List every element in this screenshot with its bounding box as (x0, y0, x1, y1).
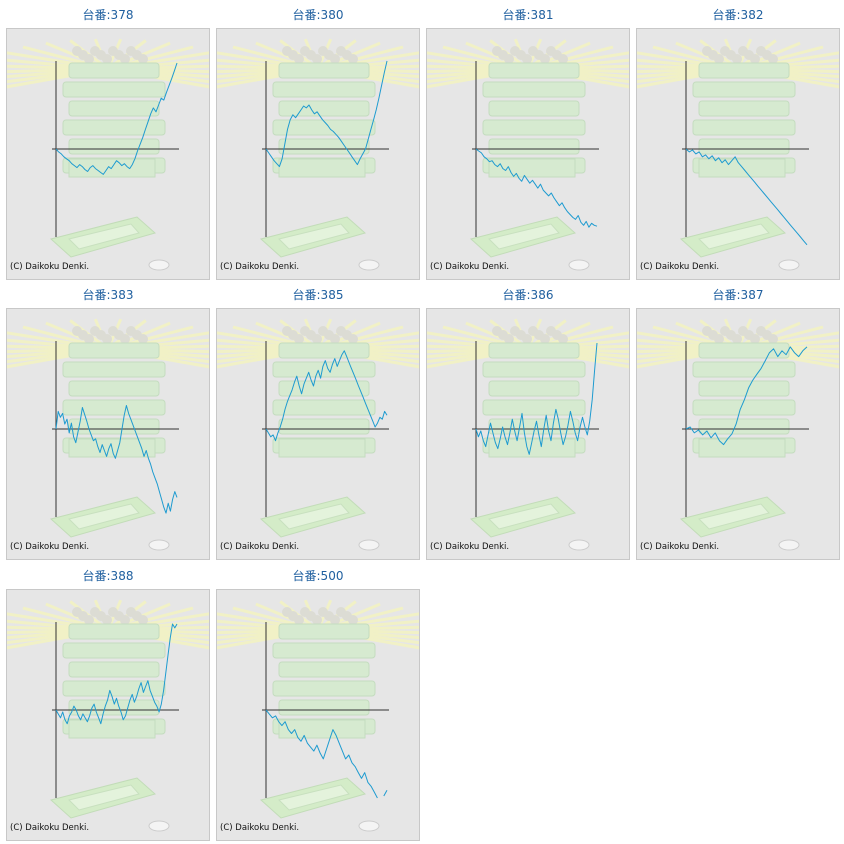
chart-panel: (C) Daikoku Denki. (216, 28, 420, 280)
background-illustration (217, 38, 419, 271)
chart-cell: 台番:381 (C) Daikoku Denki. (426, 4, 630, 280)
background-illustration (637, 318, 839, 551)
chart-cell: 台番:380 (C) Daikoku Denki. (216, 4, 420, 280)
chart-title[interactable]: 台番:385 (292, 288, 344, 302)
background-illustration (7, 599, 209, 832)
series-line (55, 405, 178, 514)
chart-cell: 台番:388 (C) Daikoku Denki. (6, 565, 210, 841)
series-line (265, 350, 388, 442)
copyright-label: (C) Daikoku Denki. (220, 823, 300, 833)
chart-panel: (C) Daikoku Denki. (426, 28, 630, 280)
series-line (55, 62, 178, 175)
slump-graph (637, 318, 839, 551)
background-illustration (217, 599, 419, 832)
slump-graph (427, 318, 629, 551)
chart-cell: 台番:385 (C) Daikoku Denki. (216, 284, 420, 560)
chart-title[interactable]: 台番:381 (502, 8, 554, 22)
chart-title[interactable]: 台番:378 (82, 8, 134, 22)
background-illustration (427, 318, 629, 551)
copyright-label: (C) Daikoku Denki. (10, 823, 90, 833)
chart-title[interactable]: 台番:500 (292, 569, 344, 583)
background-illustration (7, 38, 209, 271)
chart-title[interactable]: 台番:386 (502, 288, 554, 302)
chart-panel: (C) Daikoku Denki. (636, 308, 840, 560)
copyright-label: (C) Daikoku Denki. (10, 542, 90, 552)
series-line (55, 623, 178, 725)
chart-cell: 台番:382 (C) Daikoku Denki. (636, 4, 840, 280)
chart-cell: 台番:500 (C) Daikoku Denki. (216, 565, 420, 841)
chart-panel: (C) Daikoku Denki. (6, 28, 210, 280)
slump-graph (637, 38, 839, 271)
slump-graph (7, 38, 209, 271)
copyright-label: (C) Daikoku Denki. (640, 542, 720, 552)
chart-title[interactable]: 台番:383 (82, 288, 134, 302)
copyright-label: (C) Daikoku Denki. (430, 262, 510, 272)
chart-panel: (C) Daikoku Denki. (636, 28, 840, 280)
series-line (685, 148, 808, 246)
slump-graph (427, 38, 629, 271)
chart-panel: (C) Daikoku Denki. (216, 308, 420, 560)
series-line (265, 60, 388, 168)
chart-cell: 台番:383 (C) Daikoku Denki. (6, 284, 210, 560)
chart-panel: (C) Daikoku Denki. (426, 308, 630, 560)
chart-cell: 台番:386 (C) Daikoku Denki. (426, 284, 630, 560)
series-line (475, 342, 598, 455)
background-illustration (637, 38, 839, 271)
chart-title[interactable]: 台番:380 (292, 8, 344, 22)
chart-panel: (C) Daikoku Denki. (6, 308, 210, 560)
chart-title[interactable]: 台番:387 (712, 288, 764, 302)
slump-graph (7, 318, 209, 551)
slump-graph (7, 599, 209, 832)
background-illustration (217, 318, 419, 551)
chart-cell: 台番:378 (C) Daikoku Denki. (6, 4, 210, 280)
series-line (265, 709, 388, 799)
chart-cell: 台番:387 (C) Daikoku Denki. (636, 284, 840, 560)
slump-graph (217, 599, 419, 832)
chart-title[interactable]: 台番:388 (82, 569, 134, 583)
copyright-label: (C) Daikoku Denki. (640, 262, 720, 272)
slump-graph (217, 38, 419, 271)
copyright-label: (C) Daikoku Denki. (10, 262, 90, 272)
copyright-label: (C) Daikoku Denki. (220, 542, 300, 552)
chart-panel: (C) Daikoku Denki. (216, 589, 420, 841)
copyright-label: (C) Daikoku Denki. (220, 262, 300, 272)
slump-graph (217, 318, 419, 551)
background-illustration (7, 318, 209, 551)
copyright-label: (C) Daikoku Denki. (430, 542, 510, 552)
chart-title[interactable]: 台番:382 (712, 8, 764, 22)
chart-panel: (C) Daikoku Denki. (6, 589, 210, 841)
background-illustration (427, 38, 629, 271)
series-line (475, 148, 598, 228)
series-line (685, 346, 808, 446)
